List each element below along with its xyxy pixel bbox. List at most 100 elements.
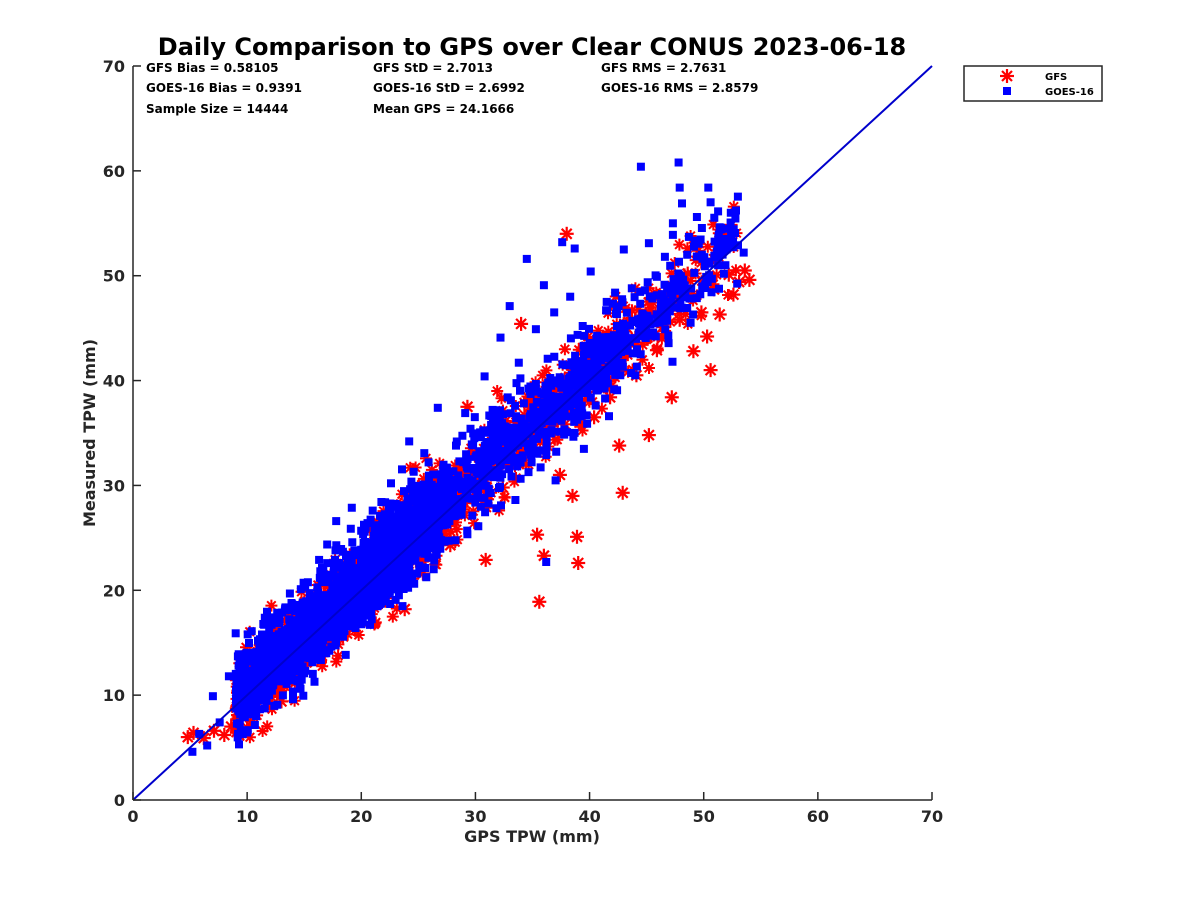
legend: GFS GOES-16 (963, 65, 1103, 102)
goes16-point (496, 333, 505, 342)
gfs-point (615, 485, 630, 500)
stat-gfs-std: GFS StD = 2.7013 (373, 61, 493, 75)
gfs-point (612, 438, 627, 453)
goes16-point (706, 198, 715, 207)
goes16-point (739, 248, 748, 257)
one-to-one-line (132, 65, 933, 801)
gfs-point (571, 556, 586, 570)
plot-area (132, 65, 933, 801)
stat-gfs-bias: GFS Bias = 0.58105 (146, 61, 278, 75)
goes16-point (288, 663, 297, 672)
x-tick-label: 50 (693, 807, 715, 826)
x-tick-label: 0 (127, 807, 138, 826)
gfs-point (530, 527, 545, 542)
goes16-point (254, 659, 263, 668)
goes16-point (636, 162, 645, 171)
goes16-point (452, 441, 460, 450)
gfs-point (664, 390, 679, 405)
goes16-point (644, 239, 653, 248)
goes16-point (224, 672, 233, 681)
gfs-point (686, 344, 701, 359)
legend-gfs-marker (1000, 69, 1014, 83)
goes16-point (605, 412, 613, 421)
goes16-point (305, 619, 314, 628)
goes16-point (668, 219, 677, 228)
goes16-point (188, 747, 197, 756)
goes16-point (414, 496, 423, 505)
x-tick-label: 30 (464, 807, 486, 826)
goes16-point (700, 262, 709, 271)
goes16-point (405, 437, 414, 446)
goes16-point-cloud (231, 192, 742, 749)
goes16-point (208, 692, 217, 701)
goes16-point (619, 245, 628, 254)
goes16-point (433, 403, 442, 412)
gfs-point (478, 552, 493, 567)
stat-mean-gps: Mean GPS = 24.1666 (373, 102, 514, 116)
goes16-point (368, 506, 377, 515)
gfs-point (726, 287, 741, 302)
goes16-point (627, 284, 636, 293)
goes16-point (558, 238, 567, 247)
x-axis-label: GPS TPW (mm) (464, 827, 600, 846)
goes16-point (652, 272, 661, 281)
y-axis-label: Measured TPW (mm) (80, 339, 99, 527)
goes16-point (602, 297, 611, 306)
goes16-point (424, 458, 433, 467)
goes16-point (542, 558, 551, 566)
goes16-point (461, 409, 470, 418)
axes: 0 10 20 30 40 50 60 70 0 10 20 30 40 50 60 70 (103, 57, 943, 826)
gfs-point (559, 226, 574, 241)
gfs-point (694, 305, 709, 320)
goes16-point (539, 281, 548, 290)
goes16-point (195, 729, 204, 738)
goes16-point (728, 225, 737, 234)
legend-goes16-label: GOES-16 (1045, 87, 1094, 98)
goes16-point (664, 331, 673, 340)
goes16-point (721, 261, 730, 270)
goes16-point (480, 372, 489, 381)
goes16-point (231, 629, 240, 638)
y-tick-label: 60 (103, 162, 125, 181)
gfs-point (532, 594, 547, 609)
goes16-point (238, 663, 247, 672)
y-tick-label: 30 (103, 476, 125, 495)
stat-goes-rms: GOES-16 RMS = 2.8579 (601, 81, 758, 95)
goes16-point (566, 292, 575, 301)
x-tick-label: 40 (578, 807, 600, 826)
legend-box (963, 65, 1103, 102)
chart-title: Daily Comparison to GPS over Clear CONUS… (158, 33, 906, 61)
y-tick-label: 10 (103, 686, 125, 705)
x-tick-label: 20 (350, 807, 372, 826)
goes16-point (442, 463, 451, 472)
goes16-point (531, 325, 540, 334)
goes16-point (296, 585, 305, 594)
goes16-point (713, 247, 722, 256)
gfs-point (649, 343, 664, 358)
goes16-point (684, 232, 693, 241)
gfs-point (565, 488, 580, 503)
goes16-point (660, 252, 669, 261)
goes16-point (263, 614, 272, 623)
x-tick-label: 60 (807, 807, 829, 826)
stat-goes-std: GOES-16 StD = 2.6992 (373, 81, 525, 95)
goes16-point (387, 479, 395, 488)
goes16-point (674, 158, 683, 167)
x-tick-label: 10 (236, 807, 258, 826)
gfs-point (742, 272, 757, 287)
goes16-point (631, 371, 640, 380)
goes16-point (470, 434, 479, 443)
goes16-point (550, 308, 559, 317)
x-tick-label: 70 (921, 807, 943, 826)
stat-gfs-rms: GFS RMS = 2.7631 (601, 61, 726, 75)
stat-goes-bias: GOES-16 Bias = 0.9391 (146, 81, 302, 95)
gfs-point (672, 312, 687, 327)
goes16-point (678, 199, 686, 208)
goes16-point (570, 244, 579, 253)
goes16-point (514, 358, 523, 367)
goes16-point (215, 718, 224, 727)
goes16-point (396, 511, 405, 520)
goes16-point (578, 322, 587, 330)
